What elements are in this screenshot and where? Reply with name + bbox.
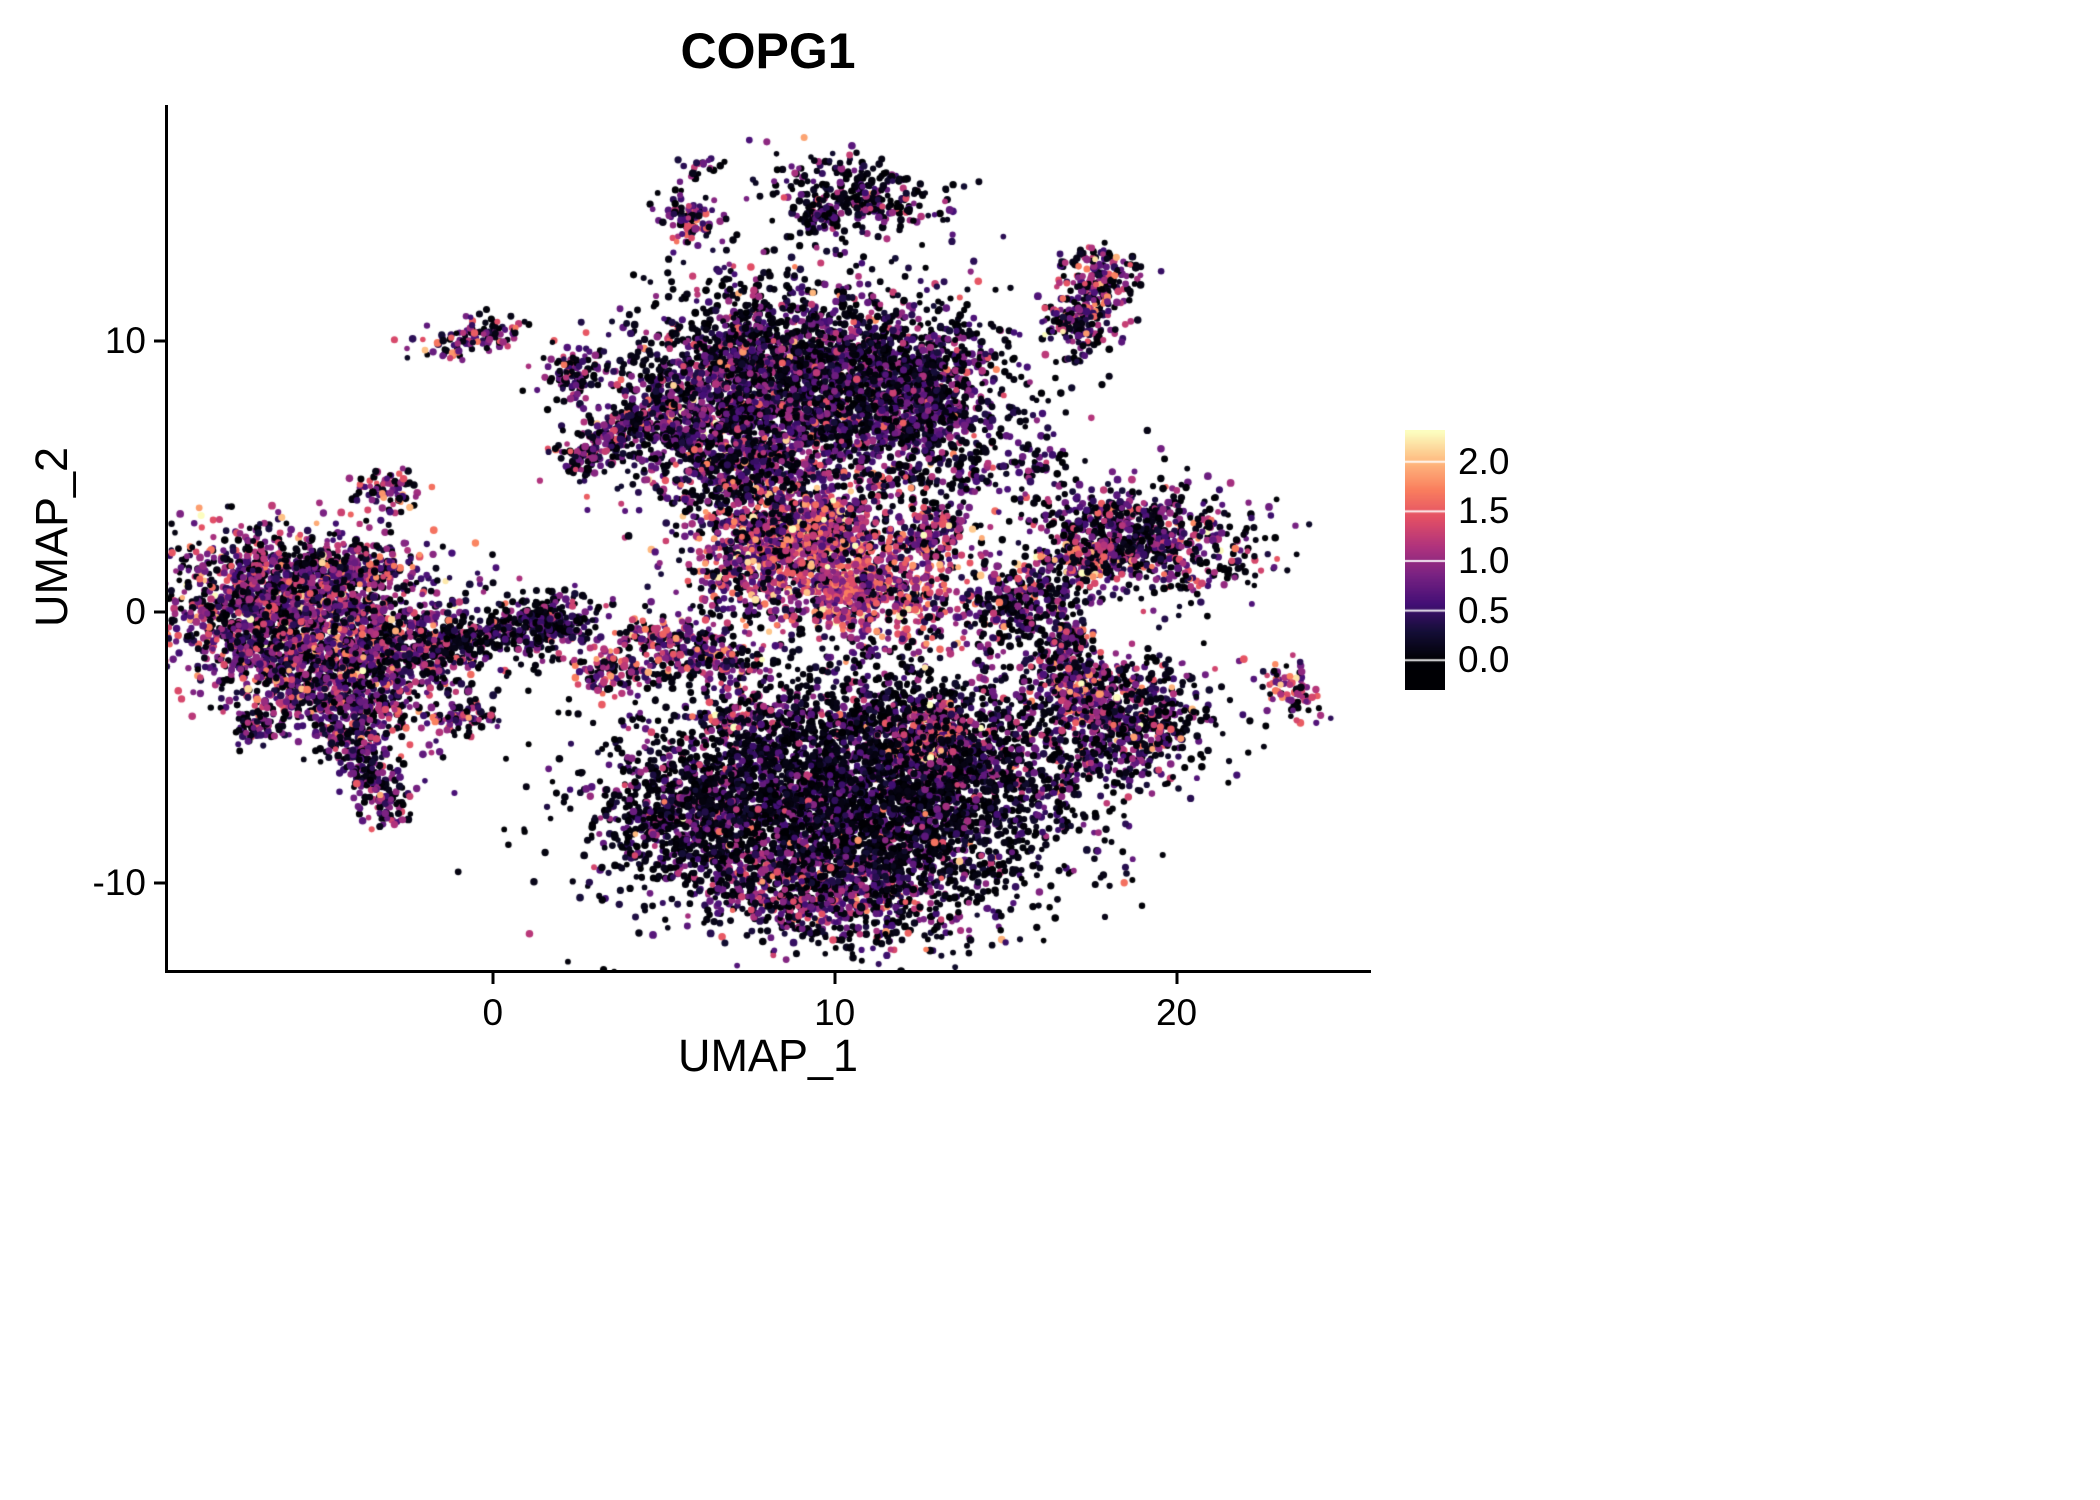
umap-scatter-canvas <box>168 105 1368 970</box>
chart-title: COPG1 <box>680 23 856 79</box>
legend-tick-label: 2.0 <box>1458 440 1510 482</box>
x-tick-label: 10 <box>814 992 856 1033</box>
x-tick-mark <box>491 973 495 984</box>
x-tick-mark <box>1175 973 1179 984</box>
x-tick-mark <box>833 973 837 984</box>
x-axis-title: UMAP_1 <box>677 1030 859 1081</box>
y-tick-mark <box>154 339 165 343</box>
y-tick-mark <box>154 610 165 614</box>
legend-tick-label: 0.5 <box>1458 589 1510 631</box>
y-tick-label: 0 <box>125 591 146 633</box>
x-tick-label: 20 <box>1155 992 1198 1033</box>
x-axis-line <box>165 970 1371 973</box>
y-axis-line <box>165 105 168 973</box>
legend-colorbar <box>1405 430 1445 690</box>
legend-tick-label: 0.0 <box>1458 639 1510 681</box>
x-tick-label: 0 <box>482 992 504 1033</box>
y-tick-mark <box>154 881 165 885</box>
y-tick-label: 10 <box>104 319 146 361</box>
y-tick-label: -10 <box>92 862 146 904</box>
legend-tick-label: 1.5 <box>1458 490 1510 532</box>
legend-tick-label: 1.0 <box>1458 539 1510 581</box>
y-axis-title: UMAP_2 <box>26 446 77 628</box>
